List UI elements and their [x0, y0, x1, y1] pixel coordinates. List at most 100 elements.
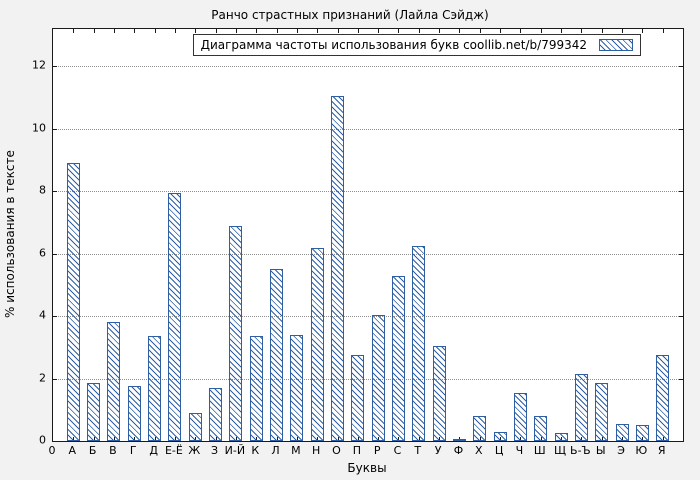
y-tick-mark	[679, 191, 683, 193]
y-tick-mark	[53, 66, 57, 68]
y-tick-label: 6	[39, 246, 46, 260]
x-tick-mark	[93, 29, 95, 33]
bar-Ь-Ъ	[574, 373, 588, 441]
x-tick-label: К	[251, 444, 260, 457]
x-tick-mark	[540, 29, 542, 33]
x-tick-mark	[622, 29, 624, 33]
bar-М	[290, 334, 304, 441]
bar-Ч	[513, 392, 527, 441]
x-tick-label: Е-Ё	[164, 444, 183, 457]
x-tick-mark	[154, 29, 156, 33]
x-tick-mark	[337, 29, 339, 33]
gridline	[53, 253, 683, 255]
x-tick-label: Л	[271, 444, 280, 457]
legend-hatch-swatch-icon	[599, 39, 633, 51]
y-tick-label: 4	[39, 308, 46, 322]
y-tick-mark	[679, 378, 683, 380]
x-tick-mark	[581, 29, 583, 33]
x-tick-label: Х	[474, 444, 483, 457]
bar-У	[432, 345, 446, 441]
bar-З	[209, 387, 223, 441]
bar-Ф	[452, 439, 466, 441]
x-tick-label: З	[211, 444, 219, 457]
x-tick-mark	[113, 29, 115, 33]
gridline	[53, 191, 683, 193]
x-tick-mark	[601, 29, 603, 33]
x-tick-label: О	[332, 444, 341, 457]
x-tick-mark	[215, 29, 217, 33]
x-tick-label: Ц	[494, 444, 504, 457]
x-tick-mark	[418, 29, 420, 33]
x-tick-mark	[439, 29, 441, 33]
y-tick-mark	[53, 191, 57, 193]
y-tick-mark	[679, 441, 683, 442]
x-axis-label: Буквы	[347, 461, 387, 475]
bar-Д	[148, 336, 162, 441]
x-tick-mark	[378, 29, 380, 33]
x-tick-mark	[479, 29, 481, 33]
bar-Ы	[595, 383, 609, 441]
x-tick-label: Я	[657, 444, 666, 457]
x-tick-label: Ф	[453, 444, 464, 457]
y-tick-mark	[53, 253, 57, 255]
x-tick-mark	[134, 29, 136, 33]
bar-Ш	[534, 416, 548, 441]
x-tick-label: П	[352, 444, 361, 457]
gridline	[53, 316, 683, 318]
x-tick-mark	[398, 29, 400, 33]
bar-Г	[127, 386, 141, 441]
x-tick-mark	[561, 29, 563, 33]
x-tick-label: М	[291, 444, 301, 457]
y-tick-label: 0	[39, 433, 46, 447]
bar-Ж	[188, 412, 202, 441]
gridline	[53, 128, 683, 130]
bar-Н	[310, 247, 324, 441]
gridline	[53, 378, 683, 380]
bar-Т	[412, 245, 426, 441]
x-tick-mark	[256, 29, 258, 33]
x-tick-label: Ч	[515, 444, 524, 457]
x-tick-label: Ь-Ъ	[570, 444, 591, 457]
x-tick-label: Р	[373, 444, 381, 457]
bar-Щ	[554, 433, 568, 441]
bar-И-Й	[229, 225, 243, 441]
y-tick-mark	[53, 128, 57, 130]
x-tick-mark	[642, 29, 644, 33]
y-tick-label: 10	[32, 121, 46, 135]
y-tick-label: 2	[39, 371, 46, 385]
x-tick-mark	[662, 29, 664, 33]
x-tick-label: Г	[129, 444, 137, 457]
bar-Е-Ё	[168, 192, 182, 441]
x-tick-label: 0	[48, 444, 56, 457]
bar-П	[351, 355, 365, 441]
x-tick-mark	[357, 29, 359, 33]
bar-Э	[615, 423, 629, 441]
bar-В	[107, 322, 121, 441]
x-tick-label: Н	[312, 444, 321, 457]
x-tick-label: С	[393, 444, 402, 457]
y-tick-mark	[679, 316, 683, 318]
x-tick-mark	[520, 29, 522, 33]
y-tick-mark	[679, 128, 683, 130]
x-tick-mark	[174, 29, 176, 33]
x-tick-mark	[276, 29, 278, 33]
x-tick-label: Щ	[554, 444, 567, 457]
x-tick-mark	[73, 29, 75, 33]
legend: Диаграмма частоты использования букв coo…	[192, 34, 641, 56]
y-tick-label: 12	[32, 58, 46, 72]
bar-Ю	[635, 425, 649, 441]
bar-Я	[656, 355, 670, 441]
x-tick-label: У	[434, 444, 442, 457]
x-tick-label: В	[109, 444, 117, 457]
bar-С	[391, 275, 405, 441]
x-axis-ticks: 0 А Б В Г Д Е-Ё Ж З И-Й К Л М Н О П Р С Т У Ф Х Ц Ч Ш Щ Ь-Ъ Ы Э Ю Я	[48, 444, 682, 458]
x-tick-label: Э	[617, 444, 625, 457]
x-tick-label: А	[68, 444, 77, 457]
y-axis-ticks: 0 2 4 6 8 10 12	[0, 28, 46, 447]
x-tick-label: Т	[414, 444, 422, 457]
x-tick-label: Д	[149, 444, 158, 457]
x-tick-label: И-Й	[224, 444, 246, 457]
x-tick-mark	[296, 29, 298, 33]
y-tick-mark	[53, 441, 57, 442]
